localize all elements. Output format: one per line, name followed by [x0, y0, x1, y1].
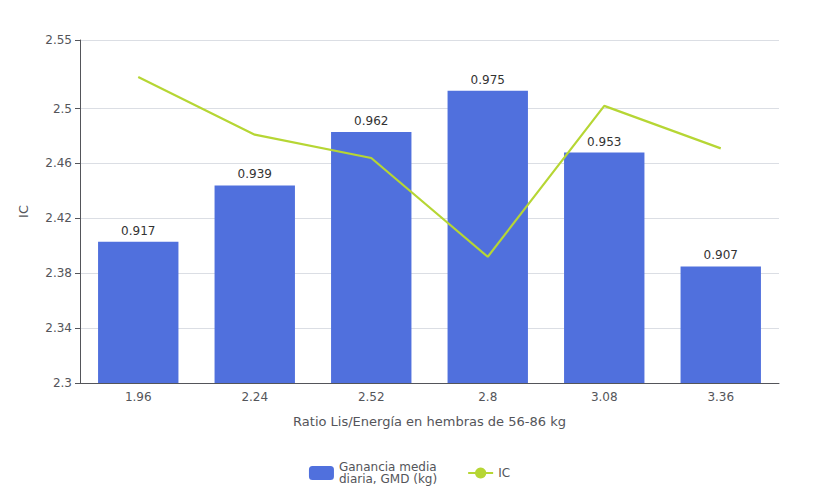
svg-text:3.36: 3.36	[707, 390, 734, 404]
svg-text:Ganancia media: Ganancia media	[338, 460, 437, 474]
svg-text:IC: IC	[16, 205, 31, 218]
svg-text:Ratio Lis/Energía en hembras d: Ratio Lis/Energía en hembras de 56-86 kg	[293, 414, 566, 429]
svg-text:2.5: 2.5	[53, 102, 72, 116]
svg-text:2.24: 2.24	[241, 390, 268, 404]
svg-text:diaria, GMD (kg): diaria, GMD (kg)	[339, 472, 437, 486]
svg-text:IC: IC	[498, 466, 510, 480]
svg-text:0.953: 0.953	[587, 135, 621, 149]
svg-text:2.55: 2.55	[45, 33, 72, 47]
svg-text:2.3: 2.3	[53, 376, 72, 390]
svg-text:2.8: 2.8	[478, 390, 497, 404]
svg-text:0.962: 0.962	[354, 114, 388, 128]
svg-text:0.939: 0.939	[238, 167, 272, 181]
svg-text:0.907: 0.907	[704, 248, 738, 262]
svg-text:2.38: 2.38	[45, 266, 72, 280]
svg-text:2.42: 2.42	[45, 211, 72, 225]
svg-text:2.52: 2.52	[358, 390, 385, 404]
svg-text:0.975: 0.975	[471, 73, 505, 87]
svg-text:1.96: 1.96	[125, 390, 152, 404]
svg-text:0.917: 0.917	[121, 224, 155, 238]
svg-text:3.08: 3.08	[591, 390, 618, 404]
svg-text:2.46: 2.46	[45, 156, 72, 170]
svg-text:2.34: 2.34	[45, 321, 72, 335]
